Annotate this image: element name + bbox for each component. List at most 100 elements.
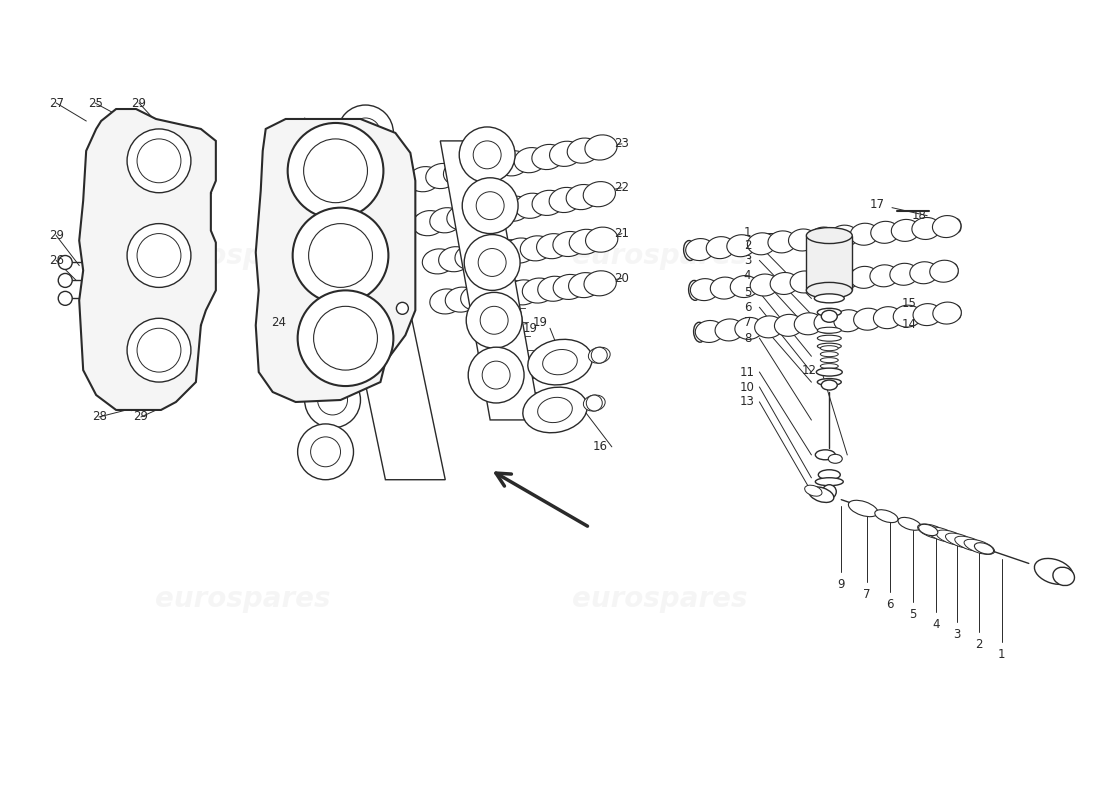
- Text: 1: 1: [744, 226, 751, 239]
- Ellipse shape: [891, 219, 920, 242]
- Ellipse shape: [492, 282, 524, 306]
- Ellipse shape: [828, 454, 843, 463]
- Circle shape: [305, 372, 361, 428]
- Ellipse shape: [507, 280, 539, 305]
- Circle shape: [310, 437, 341, 466]
- Ellipse shape: [566, 185, 598, 210]
- Ellipse shape: [481, 199, 514, 224]
- Circle shape: [324, 205, 381, 261]
- Ellipse shape: [817, 308, 842, 316]
- Ellipse shape: [829, 225, 858, 247]
- Ellipse shape: [774, 314, 803, 336]
- Ellipse shape: [606, 139, 614, 153]
- Ellipse shape: [848, 500, 878, 517]
- Ellipse shape: [432, 293, 444, 312]
- Ellipse shape: [975, 542, 993, 554]
- Circle shape: [331, 274, 361, 303]
- Ellipse shape: [532, 190, 564, 215]
- Ellipse shape: [425, 253, 437, 272]
- Ellipse shape: [770, 273, 799, 294]
- Ellipse shape: [816, 368, 843, 376]
- Ellipse shape: [918, 524, 938, 536]
- Ellipse shape: [871, 222, 899, 243]
- Ellipse shape: [538, 276, 570, 302]
- Circle shape: [459, 127, 515, 182]
- Ellipse shape: [912, 218, 940, 239]
- Text: 20: 20: [615, 272, 629, 285]
- Circle shape: [58, 255, 73, 270]
- Ellipse shape: [913, 304, 942, 326]
- Circle shape: [323, 330, 353, 360]
- Ellipse shape: [568, 138, 600, 163]
- Ellipse shape: [522, 278, 554, 303]
- Ellipse shape: [553, 274, 585, 299]
- Text: 26: 26: [48, 254, 64, 267]
- Ellipse shape: [461, 286, 493, 310]
- Ellipse shape: [520, 236, 552, 261]
- Ellipse shape: [822, 310, 837, 322]
- Polygon shape: [310, 121, 446, 480]
- Ellipse shape: [808, 487, 834, 502]
- Text: 8: 8: [744, 332, 751, 345]
- Text: 14: 14: [902, 318, 916, 330]
- Circle shape: [309, 224, 373, 287]
- Polygon shape: [440, 141, 540, 420]
- Ellipse shape: [496, 150, 529, 176]
- Ellipse shape: [814, 294, 845, 303]
- Ellipse shape: [755, 316, 783, 338]
- Ellipse shape: [821, 346, 838, 350]
- Ellipse shape: [735, 318, 763, 339]
- Circle shape: [462, 178, 518, 234]
- Circle shape: [58, 274, 73, 287]
- Text: 1: 1: [998, 648, 1005, 661]
- Text: 29: 29: [48, 229, 64, 242]
- Text: 19: 19: [532, 316, 548, 329]
- Circle shape: [343, 166, 373, 196]
- Ellipse shape: [964, 539, 994, 554]
- Circle shape: [138, 328, 180, 372]
- Text: 2: 2: [976, 638, 982, 650]
- Circle shape: [351, 118, 381, 148]
- Text: 5: 5: [744, 286, 751, 299]
- Ellipse shape: [950, 263, 958, 278]
- Ellipse shape: [850, 266, 879, 288]
- Text: 29: 29: [133, 410, 148, 423]
- Text: 3: 3: [954, 628, 960, 641]
- Ellipse shape: [584, 271, 616, 296]
- Ellipse shape: [412, 210, 446, 236]
- Ellipse shape: [806, 282, 852, 298]
- Text: 9: 9: [837, 578, 845, 591]
- Text: 23: 23: [615, 138, 629, 150]
- Ellipse shape: [583, 182, 615, 206]
- Ellipse shape: [750, 274, 779, 296]
- Circle shape: [586, 395, 603, 411]
- Text: 15: 15: [902, 297, 916, 310]
- Ellipse shape: [550, 142, 582, 166]
- Bar: [806, 235, 852, 290]
- Circle shape: [298, 424, 353, 480]
- Circle shape: [288, 123, 384, 218]
- Ellipse shape: [810, 227, 837, 249]
- Text: 25: 25: [88, 97, 102, 110]
- Circle shape: [338, 105, 394, 161]
- Ellipse shape: [604, 186, 612, 200]
- Ellipse shape: [955, 536, 986, 551]
- Ellipse shape: [817, 378, 842, 386]
- Ellipse shape: [834, 310, 862, 332]
- Ellipse shape: [515, 193, 548, 218]
- Ellipse shape: [874, 510, 898, 522]
- Polygon shape: [255, 119, 416, 402]
- Circle shape: [823, 485, 836, 498]
- Ellipse shape: [893, 305, 922, 327]
- Ellipse shape: [706, 237, 735, 258]
- Ellipse shape: [794, 313, 823, 334]
- Ellipse shape: [447, 205, 480, 230]
- Circle shape: [58, 291, 73, 306]
- Circle shape: [466, 292, 522, 348]
- Circle shape: [338, 218, 367, 247]
- Ellipse shape: [810, 270, 838, 291]
- Ellipse shape: [604, 275, 612, 290]
- Text: 3: 3: [744, 254, 751, 267]
- Ellipse shape: [585, 135, 617, 160]
- Circle shape: [293, 208, 388, 303]
